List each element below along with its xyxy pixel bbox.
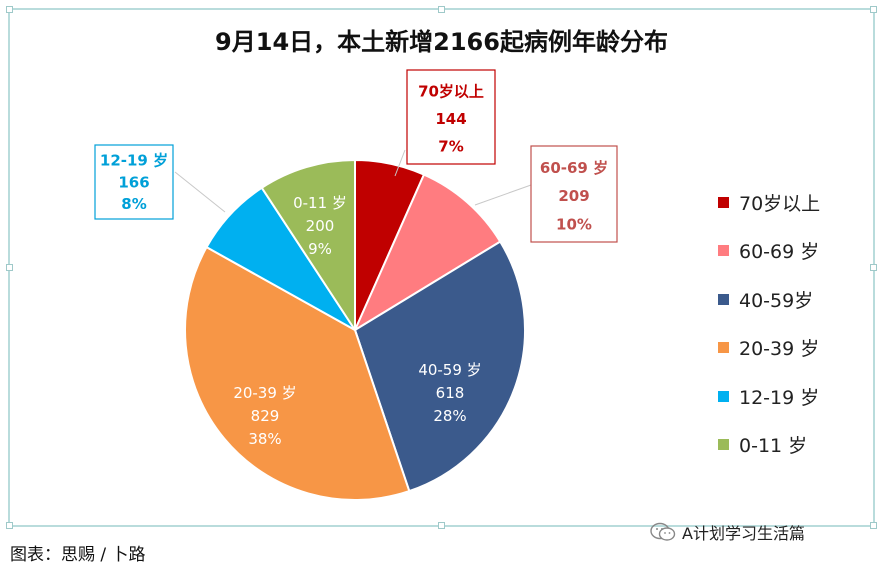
data-label-1-0: 60-69 岁	[540, 159, 608, 177]
legend-label-2: 40-59岁	[739, 289, 814, 312]
resize-handle-top[interactable]	[438, 6, 445, 13]
data-label-3-1: 829	[251, 407, 280, 425]
data-label-2-1: 618	[436, 384, 465, 402]
legend-label-5: 0-11 岁	[739, 435, 808, 458]
data-label-4-2: 8%	[121, 195, 146, 213]
data-label-box-4	[94, 144, 174, 220]
data-label-0-1: 144	[435, 110, 466, 128]
data-label-box-0	[406, 69, 496, 165]
data-label-2-0: 40-59 岁	[418, 361, 481, 379]
leader-line-4	[174, 171, 226, 213]
legend-label-4: 12-19 岁	[739, 386, 820, 409]
leader-line-1	[474, 184, 532, 206]
data-label-3-0: 20-39 岁	[233, 384, 296, 402]
resize-handle-bottom[interactable]	[438, 522, 445, 529]
resize-handle-right[interactable]	[870, 264, 877, 271]
data-label-4-0: 12-19 岁	[100, 152, 168, 170]
data-label-box-1	[530, 145, 618, 243]
resize-handle-tl[interactable]	[6, 6, 13, 13]
legend-swatch-5	[718, 439, 729, 451]
data-label-1-2: 10%	[556, 215, 592, 233]
legend-item-5: 0-11 岁	[718, 421, 820, 470]
data-label-5-0: 0-11 岁	[293, 194, 347, 212]
legend: 70岁以上 60-69 岁 40-59岁 20-39 岁 12-19 岁 0-11 岁	[718, 178, 820, 469]
source-label: A计划学习生活篇	[650, 520, 805, 544]
legend-item-0: 70岁以上	[718, 178, 820, 227]
data-label-4-1: 166	[118, 173, 149, 191]
data-label-5-1: 200	[306, 217, 335, 235]
data-label-0-0: 70岁以上	[418, 82, 484, 100]
legend-swatch-4	[718, 390, 729, 402]
pie-slice-3	[184, 245, 411, 501]
pie-slice-1	[352, 173, 502, 333]
resize-handle-left[interactable]	[6, 264, 13, 271]
data-label-2-2: 28%	[433, 407, 466, 425]
legend-item-2: 40-59岁	[718, 275, 820, 324]
legend-label-3: 20-39 岁	[739, 338, 820, 361]
leader-line-0	[394, 149, 406, 177]
pie-slice-5	[260, 158, 356, 334]
legend-label-0: 70岁以上	[739, 192, 821, 215]
data-label-1-1: 209	[558, 187, 589, 205]
pie-slice-2	[353, 240, 526, 493]
legend-label-1: 60-69 岁	[739, 241, 820, 264]
data-label-0-2: 7%	[438, 138, 463, 156]
legend-item-4: 12-19 岁	[718, 372, 820, 421]
legend-swatch-3	[718, 342, 729, 354]
legend-swatch-2	[718, 293, 729, 305]
resize-handle-bl[interactable]	[6, 522, 13, 529]
chart-title: 9月14日，本土新增2166起病例年龄分布	[215, 28, 668, 56]
source-name: A计划学习生活篇	[682, 524, 805, 543]
legend-item-1: 60-69 岁	[718, 227, 820, 276]
legend-swatch-0	[718, 196, 729, 208]
data-label-3-2: 38%	[248, 430, 281, 448]
legend-item-3: 20-39 岁	[718, 324, 820, 373]
wechat-icon	[650, 522, 676, 541]
legend-swatch-1	[718, 245, 729, 257]
data-label-5-2: 9%	[308, 240, 332, 258]
chart-credit: 图表：思赐 / 卜路	[10, 545, 146, 565]
resize-handle-br[interactable]	[870, 522, 877, 529]
resize-handle-tr[interactable]	[870, 6, 877, 13]
